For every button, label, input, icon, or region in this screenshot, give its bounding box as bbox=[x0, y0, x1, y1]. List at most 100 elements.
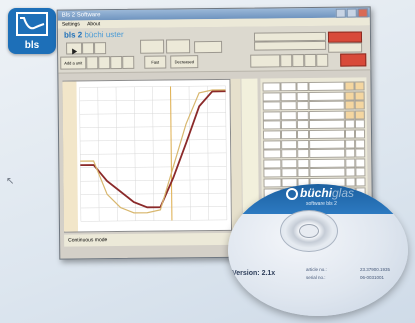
record-button[interactable] bbox=[327, 31, 363, 43]
channel-field[interactable] bbox=[297, 149, 310, 159]
channel-field[interactable] bbox=[280, 120, 297, 130]
channel-checkbox[interactable] bbox=[345, 148, 356, 158]
value-field[interactable] bbox=[166, 39, 191, 54]
channel-checkbox[interactable] bbox=[345, 139, 356, 149]
tool-button-1[interactable] bbox=[86, 56, 99, 70]
info-field[interactable] bbox=[328, 42, 363, 53]
channel-checkbox[interactable] bbox=[355, 158, 366, 168]
mode-select[interactable] bbox=[194, 40, 223, 54]
stop-button[interactable] bbox=[94, 42, 107, 55]
export-button[interactable] bbox=[250, 54, 281, 68]
tool-button-8[interactable] bbox=[316, 53, 329, 67]
channel-checkbox[interactable] bbox=[344, 81, 355, 91]
channel-checkbox[interactable] bbox=[354, 91, 365, 101]
menu-about[interactable]: About bbox=[87, 21, 101, 28]
channel-checkbox[interactable] bbox=[344, 91, 355, 101]
channel-field[interactable] bbox=[280, 110, 297, 121]
channel-checkbox[interactable] bbox=[355, 148, 366, 158]
channel-field[interactable] bbox=[308, 100, 345, 111]
channel-field[interactable] bbox=[309, 139, 346, 149]
channel-field[interactable] bbox=[309, 158, 346, 168]
channel-field[interactable] bbox=[280, 130, 298, 140]
channel-field[interactable] bbox=[309, 168, 346, 178]
channel-field[interactable] bbox=[280, 82, 297, 92]
channel-field[interactable] bbox=[280, 101, 297, 111]
channel-field[interactable] bbox=[281, 168, 298, 178]
channel-field[interactable] bbox=[308, 129, 346, 140]
channel-field[interactable] bbox=[281, 139, 298, 149]
experiment-field[interactable] bbox=[254, 40, 327, 51]
maximize-button[interactable] bbox=[346, 8, 357, 18]
tool-button-2[interactable] bbox=[98, 56, 111, 70]
channel-field[interactable] bbox=[263, 139, 282, 150]
channel-field[interactable] bbox=[297, 168, 310, 178]
channel-checkbox[interactable] bbox=[345, 167, 356, 178]
channel-checkbox[interactable] bbox=[355, 139, 366, 149]
channel-checkbox[interactable] bbox=[354, 110, 365, 120]
channel-field[interactable] bbox=[296, 91, 309, 101]
channel-field[interactable] bbox=[309, 148, 346, 159]
tool-button-5[interactable] bbox=[280, 54, 293, 68]
channel-field[interactable] bbox=[262, 101, 281, 111]
channel-field[interactable] bbox=[262, 111, 281, 121]
channel-checkbox[interactable] bbox=[344, 129, 356, 139]
status-text: Continuous mode bbox=[68, 237, 108, 244]
channel-field[interactable] bbox=[296, 110, 309, 120]
channel-checkbox[interactable] bbox=[354, 100, 365, 110]
channel-field[interactable] bbox=[262, 120, 281, 130]
channel-field[interactable] bbox=[262, 82, 281, 92]
channel-checkbox[interactable] bbox=[344, 119, 355, 130]
minimize-button[interactable] bbox=[335, 8, 346, 18]
channel-field[interactable] bbox=[308, 120, 345, 130]
channel-field[interactable] bbox=[262, 130, 282, 140]
channel-field[interactable] bbox=[280, 91, 297, 101]
play-button[interactable] bbox=[66, 42, 83, 55]
channel-field[interactable] bbox=[281, 149, 298, 159]
tool-button-4[interactable] bbox=[122, 55, 135, 69]
channel-row bbox=[263, 148, 366, 159]
channel-field[interactable] bbox=[297, 139, 310, 149]
channel-checkbox[interactable] bbox=[344, 100, 355, 110]
channel-field[interactable] bbox=[263, 168, 282, 178]
channel-field[interactable] bbox=[308, 110, 345, 120]
channel-checkbox[interactable] bbox=[344, 110, 355, 120]
channel-checkbox[interactable] bbox=[354, 119, 365, 129]
temperature-chart[interactable] bbox=[62, 78, 233, 233]
tool-button-6[interactable] bbox=[292, 54, 305, 68]
grid-line-y bbox=[80, 139, 227, 142]
channel-row bbox=[262, 100, 365, 111]
channel-field[interactable] bbox=[296, 101, 309, 111]
close-button[interactable] bbox=[357, 8, 368, 18]
channel-field[interactable] bbox=[297, 158, 310, 168]
fast-button[interactable]: Fast bbox=[144, 55, 167, 69]
channel-checkbox[interactable] bbox=[345, 158, 356, 168]
channel-field[interactable] bbox=[308, 81, 345, 92]
menu-settings[interactable]: Settings bbox=[61, 21, 80, 28]
grid-line-y bbox=[79, 85, 226, 88]
cd-brand: büchiglas bbox=[300, 186, 354, 200]
channel-field[interactable] bbox=[308, 91, 345, 101]
channel-field[interactable] bbox=[296, 82, 309, 92]
channel-row bbox=[263, 158, 366, 169]
channel-row bbox=[263, 139, 366, 150]
alarm-button[interactable] bbox=[340, 53, 367, 67]
setpoint-field[interactable] bbox=[140, 39, 165, 54]
decreased-button[interactable]: Decreased bbox=[170, 55, 199, 69]
cd-article-label: article no.: bbox=[306, 267, 327, 272]
channel-checkbox[interactable] bbox=[355, 167, 366, 177]
tool-button-3[interactable] bbox=[110, 55, 123, 70]
cd-brand-suffix: glas bbox=[332, 186, 355, 200]
channel-checkbox[interactable] bbox=[354, 129, 366, 139]
pause-button[interactable] bbox=[82, 42, 95, 55]
channel-field[interactable] bbox=[262, 91, 281, 102]
channel-field[interactable] bbox=[296, 130, 310, 140]
channel-field[interactable] bbox=[263, 159, 282, 169]
tool-button-7[interactable] bbox=[304, 53, 317, 68]
add-unit-button[interactable]: Add a unit bbox=[60, 56, 87, 70]
channel-field[interactable] bbox=[263, 149, 282, 159]
channel-row bbox=[262, 91, 365, 102]
grid-line-y bbox=[79, 112, 226, 115]
channel-checkbox[interactable] bbox=[354, 81, 365, 91]
channel-field[interactable] bbox=[281, 158, 298, 169]
channel-field[interactable] bbox=[296, 120, 309, 130]
